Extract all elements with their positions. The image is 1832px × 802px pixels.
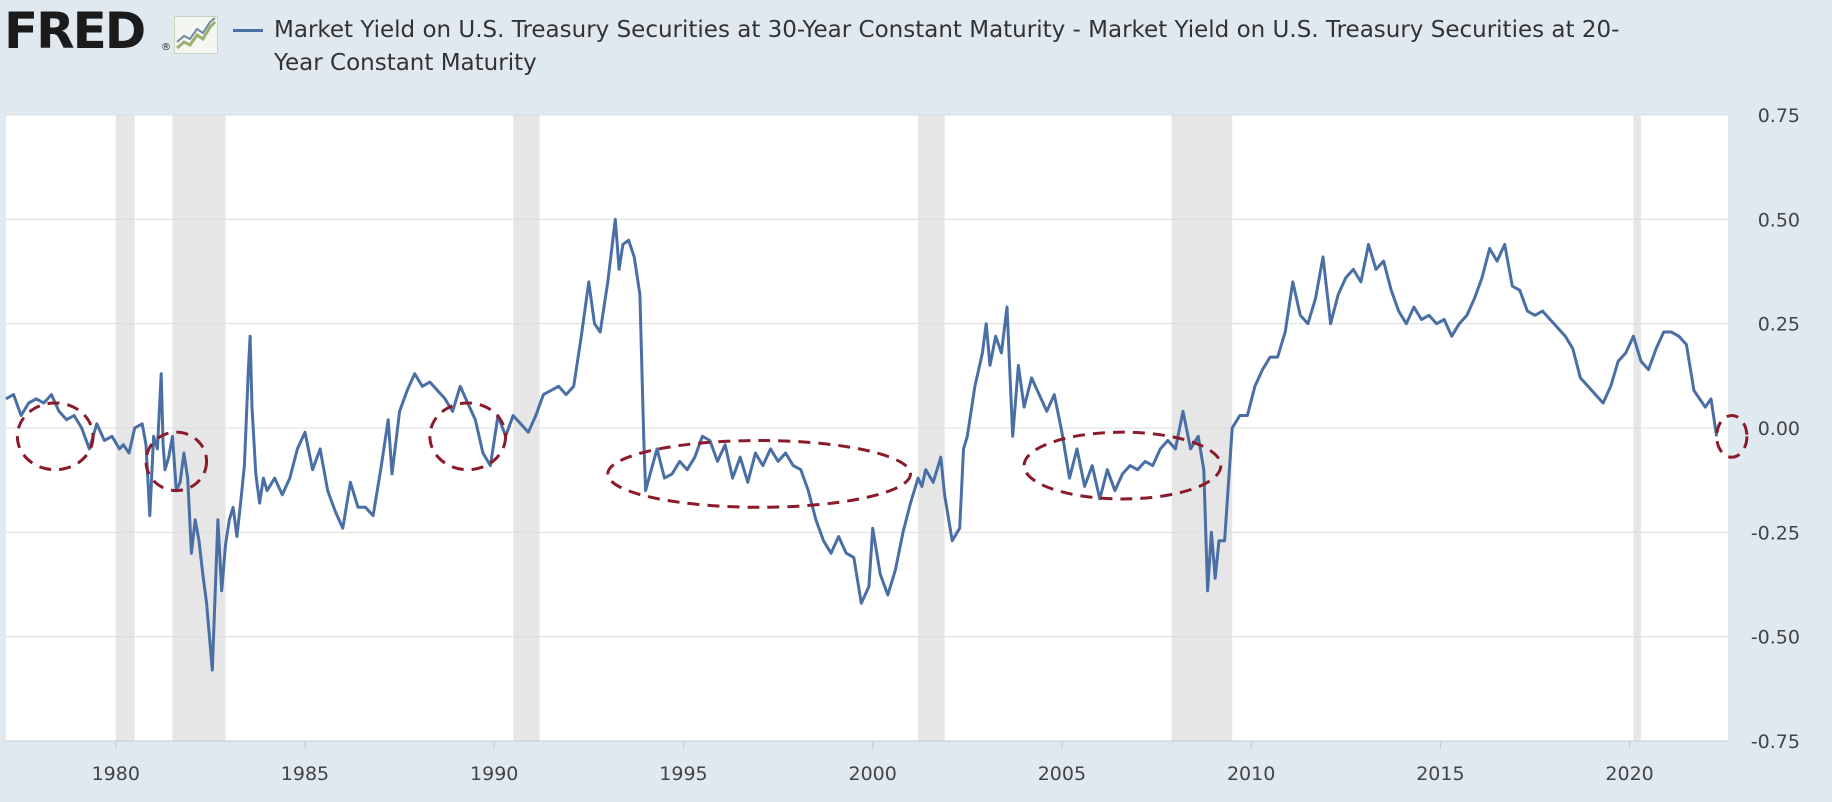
fred-logo-chart-icon: [174, 16, 218, 54]
annotation-ellipse: [606, 439, 913, 509]
x-tick-label: 2005: [1038, 763, 1086, 785]
annotation-ellipse: [15, 401, 95, 472]
series-layer: [5, 217, 1719, 672]
chart-header: FRED ® Market Yield on U.S. Treasury Sec…: [0, 0, 1832, 110]
y-tick-label: 0.75: [1758, 105, 1800, 127]
gridlines: [6, 114, 1728, 742]
x-tick-label: 2015: [1416, 763, 1464, 785]
x-tick-label: 1990: [470, 763, 518, 785]
y-axis: 0.75 0.50 0.25 0.00 -0.25 -0.50 -0.75: [1751, 105, 1800, 753]
legend-series-label[interactable]: Market Yield on U.S. Treasury Securities…: [274, 17, 1620, 76]
y-tick-label: -0.50: [1751, 627, 1800, 649]
x-tick-label: 1985: [281, 763, 329, 785]
annotation-layer: [15, 401, 1749, 509]
annotation-ellipse: [144, 430, 209, 493]
series-line: [5, 217, 1719, 672]
y-tick-label: -0.75: [1751, 731, 1800, 753]
y-tick-label: 0.00: [1758, 418, 1800, 440]
x-tick-label: 1995: [659, 763, 707, 785]
x-axis: 1980 1985 1990 1995 2000 2005 2010 2015 2020: [92, 741, 1654, 785]
x-tick-label: 2000: [848, 763, 896, 785]
annotation-ellipse: [428, 401, 508, 472]
x-tick-label: 1980: [92, 763, 140, 785]
legend-swatch: [233, 29, 263, 32]
y-tick-label: 0.25: [1758, 314, 1800, 336]
x-tick-label: 2010: [1227, 763, 1275, 785]
annotation-ellipse: [1715, 413, 1749, 459]
x-tick-label: 2020: [1605, 763, 1653, 785]
fred-logo[interactable]: FRED ®: [4, 6, 218, 56]
fred-logo-registered-mark: ®: [161, 42, 171, 53]
y-tick-label: 0.50: [1758, 209, 1800, 231]
annotation-ellipse: [1022, 430, 1223, 501]
fred-logo-text: FRED: [4, 2, 146, 60]
y-tick-label: -0.25: [1751, 522, 1800, 544]
